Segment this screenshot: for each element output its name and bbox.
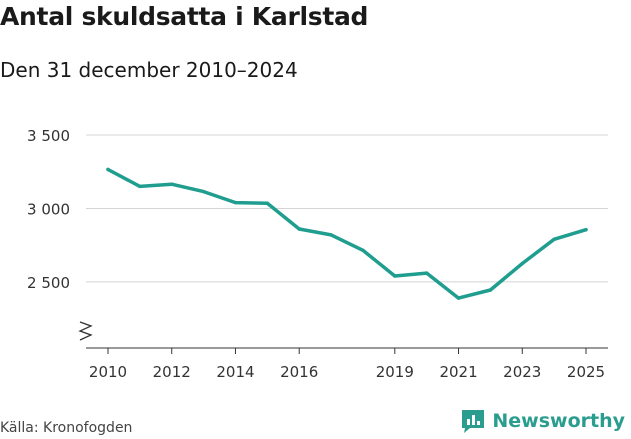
data-point xyxy=(170,182,174,186)
data-point xyxy=(393,274,397,278)
data-point xyxy=(329,233,333,237)
data-point xyxy=(584,228,588,232)
chart-title: Antal skuldsatta i Karlstad xyxy=(0,2,369,31)
chart-subtitle: Den 31 december 2010–2024 xyxy=(0,58,298,82)
series-line xyxy=(106,167,588,300)
data-point xyxy=(201,189,206,194)
data-point xyxy=(233,200,238,205)
data-point xyxy=(488,288,493,292)
x-tick-label: 2025 xyxy=(567,363,605,381)
x-tick-label: 2010 xyxy=(89,363,127,381)
brand: Newsworthy xyxy=(460,408,625,434)
data-point xyxy=(265,201,269,205)
data-point xyxy=(456,296,461,300)
data-point xyxy=(361,248,365,252)
x-tick-label: 2016 xyxy=(280,363,318,381)
x-tick-label: 2019 xyxy=(376,363,414,381)
brand-name: Newsworthy xyxy=(492,410,625,432)
y-tick-label: 3 500 xyxy=(27,127,70,145)
data-point xyxy=(138,184,142,189)
x-tick-label: 2023 xyxy=(503,363,541,381)
data-point xyxy=(552,237,556,241)
y-tick-label: 2 500 xyxy=(27,274,70,292)
data-point xyxy=(520,261,524,266)
x-tick-label: 2014 xyxy=(216,363,254,381)
x-tick-label: 2021 xyxy=(439,363,477,381)
data-point xyxy=(106,167,110,172)
data-point xyxy=(297,227,301,231)
data-point xyxy=(425,271,429,275)
newsworthy-logo-icon xyxy=(462,410,485,433)
source-note: Källa: Kronofogden xyxy=(0,420,133,436)
x-tick-label: 2012 xyxy=(153,363,191,381)
axis-break-icon xyxy=(78,321,93,341)
y-tick-label: 3 000 xyxy=(27,200,70,218)
